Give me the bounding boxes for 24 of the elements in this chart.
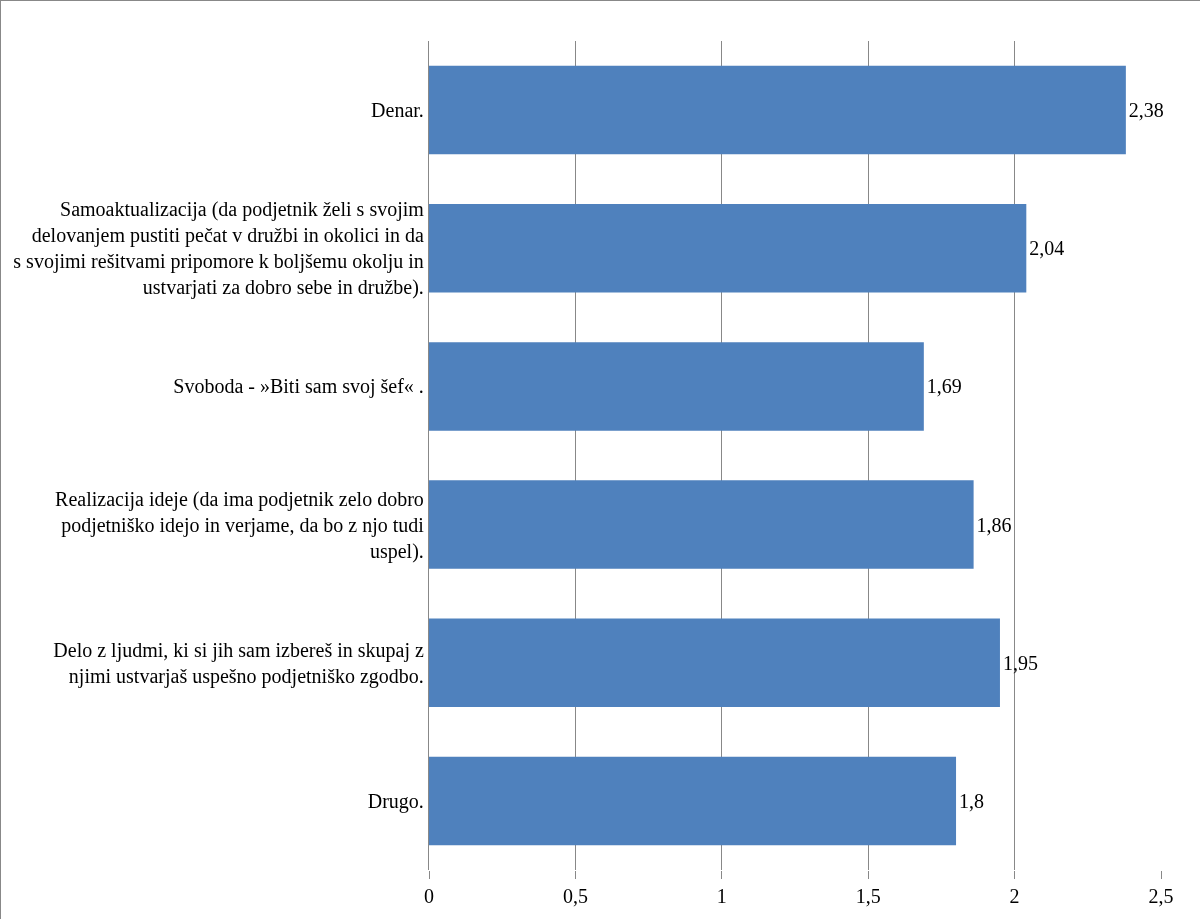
x-tick-label: 2,5 bbox=[1148, 885, 1174, 907]
data-label: 1,69 bbox=[926, 375, 962, 398]
bar bbox=[429, 204, 1027, 293]
bar bbox=[429, 65, 1126, 155]
x-tick-label: 2 bbox=[1009, 885, 1020, 907]
y-tick-label: Delo z ljudmi, ki si jih sam izbereš in skupaj z njimi ustvarjaš uspešno podjetniško zgodbo. bbox=[53, 638, 424, 688]
y-tick-label: Svoboda - »Biti sam svoj šef« . bbox=[173, 375, 424, 399]
x-tick-label: 0,5 bbox=[562, 885, 588, 907]
bar bbox=[429, 618, 1000, 707]
data-label: 2,38 bbox=[1128, 99, 1164, 122]
bar bbox=[429, 756, 957, 846]
y-tick-label: Realizacija ideje (da ima podjetnik zelo dobro podjetniško idejo in verjame, da bo z njo tudi uspel). bbox=[55, 487, 425, 563]
x-tick-label: 1 bbox=[716, 885, 727, 907]
y-tick-label: Drugo. bbox=[367, 789, 424, 813]
data-label: 1,8 bbox=[959, 789, 985, 812]
y-tick-label: Denar. bbox=[371, 99, 424, 122]
y-tick-label: Samoaktualizacija (da podjetnik želi s svojim delovanjem pustiti pečat v družbi in okolici in da s svojimi rešitvami pripomore k boljšemu okolju in ustvarjati za dobro sebe in družbe). bbox=[13, 198, 425, 300]
bar bbox=[429, 480, 974, 569]
data-label: 1,95 bbox=[1002, 651, 1038, 674]
data-label: 1,86 bbox=[976, 513, 1012, 536]
x-tick-label: 1,5 bbox=[855, 885, 881, 907]
x-tick-label: 0 bbox=[424, 885, 434, 907]
bar bbox=[429, 342, 924, 431]
data-label: 2,04 bbox=[1029, 237, 1065, 260]
